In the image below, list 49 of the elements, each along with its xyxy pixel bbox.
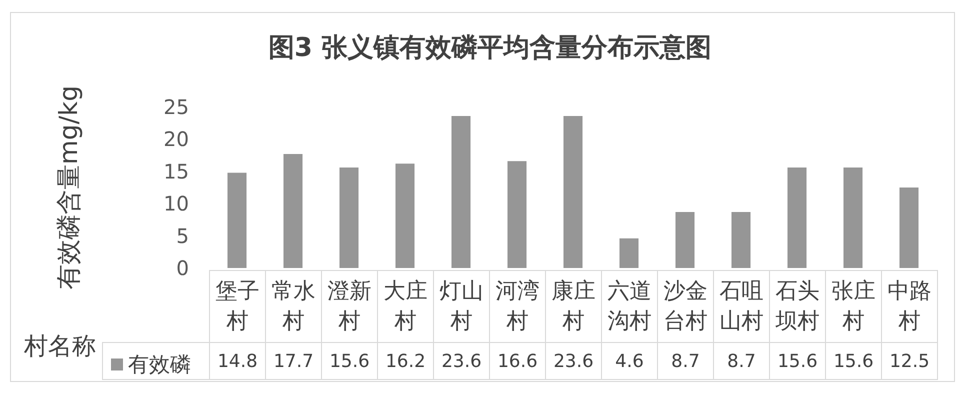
data-label: 4.6 <box>602 342 658 380</box>
bar <box>675 212 695 268</box>
y-tick-label: 5 <box>176 224 189 248</box>
y-tick-label: 10 <box>164 192 189 216</box>
data-label: 23.6 <box>434 342 490 380</box>
y-tick-label: 0 <box>176 256 189 280</box>
data-label: 15.6 <box>826 342 882 380</box>
x-tick-label: 沙金台村 <box>658 270 714 342</box>
legend-label: 有效磷 <box>128 352 191 376</box>
bar <box>227 172 247 268</box>
x-tick-label: 河湾村 <box>490 270 546 342</box>
x-tick-label: 石头坝村 <box>770 270 826 342</box>
x-tick-label: 灯山村 <box>434 270 490 342</box>
data-label: 12.5 <box>882 342 938 380</box>
x-tick-label: 常水村 <box>266 270 322 342</box>
bar <box>563 116 583 268</box>
data-label: 14.8 <box>210 342 266 380</box>
x-tick-label: 六道沟村 <box>602 270 658 342</box>
y-axis-title: 有效磷含量mg/kg <box>54 86 83 290</box>
bar <box>507 161 527 268</box>
bar <box>451 116 471 268</box>
x-tick-label: 澄新村 <box>322 270 378 342</box>
data-label: 15.6 <box>770 342 826 380</box>
x-tick-label: 张庄村 <box>826 270 882 342</box>
bar <box>843 168 863 268</box>
y-tick-label: 20 <box>164 127 189 152</box>
chart-title: 图3 张义镇有效磷平均含量分布示意图 <box>268 33 712 63</box>
bar <box>619 238 639 268</box>
y-tick-label: 25 <box>164 95 189 119</box>
data-label: 17.7 <box>266 342 322 380</box>
bar <box>787 168 807 268</box>
data-label: 15.6 <box>322 342 378 380</box>
bar <box>731 212 751 268</box>
x-axis-title: 村名称 <box>24 331 96 362</box>
bar <box>899 188 919 268</box>
data-label: 8.7 <box>714 342 770 380</box>
x-tick-label: 石咀山村 <box>714 270 770 342</box>
data-label: 16.2 <box>378 342 434 380</box>
x-tick-label: 堡子村 <box>210 270 266 342</box>
x-tick-label: 大庄村 <box>378 270 434 342</box>
data-label: 8.7 <box>658 342 714 380</box>
bar <box>339 168 359 268</box>
data-label: 23.6 <box>546 342 602 380</box>
x-tick-label: 中路村 <box>882 270 938 342</box>
bar <box>395 164 415 268</box>
x-tick-label: 康庄村 <box>546 270 602 342</box>
bar <box>283 154 303 268</box>
data-label: 16.6 <box>490 342 546 380</box>
y-tick-label: 15 <box>164 159 189 184</box>
